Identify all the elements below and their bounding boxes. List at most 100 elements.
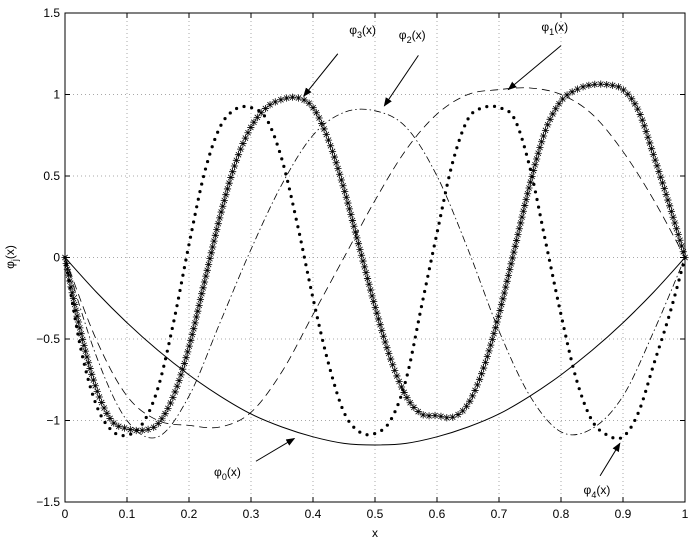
series-phi3-point [211, 231, 219, 239]
series-phi3-point [585, 81, 593, 89]
series-phi3-point [345, 205, 354, 213]
series-phi3-point [512, 236, 521, 245]
annotation-arrow [507, 45, 562, 91]
series-phi3-point [330, 153, 338, 161]
series-phi4-point [429, 259, 433, 263]
series-phi4-point [84, 370, 88, 374]
series-phi3-point [371, 303, 379, 311]
series-phi3-point [191, 319, 199, 327]
series-phi3-point [81, 347, 90, 355]
series-phi3-point [277, 96, 285, 104]
series-phi3-point [651, 156, 659, 164]
series-phi3-point [397, 383, 406, 391]
annotation-label-sub: 4 [591, 490, 596, 500]
series-phi4-point [520, 137, 524, 141]
series-phi3-point [77, 330, 85, 338]
y-tick-label: −0.5 [36, 332, 60, 346]
series-phi4-point [677, 278, 681, 282]
series-phi4-point [524, 152, 529, 156]
series-phi3-point [187, 336, 195, 344]
series-phi4-point [67, 278, 71, 283]
series-phi4-point [512, 116, 516, 120]
series-phi4-point [671, 300, 675, 305]
series-phi4-point [396, 402, 400, 407]
series-phi3-point [342, 193, 350, 201]
annotation-label-suffix: (x) [227, 465, 241, 479]
annotation-label-suffix: (x) [362, 23, 376, 37]
series-phi4-point [153, 394, 157, 398]
series-phi3-point [370, 298, 378, 306]
series-phi4-point [280, 157, 284, 161]
series-phi4-point [304, 263, 308, 267]
series-phi4-point [322, 346, 327, 350]
series-phi3-point [225, 179, 233, 187]
annotation-label-suffix: (x) [596, 483, 610, 497]
series-phi2-line [64, 108, 686, 439]
series-phi4-point [546, 251, 550, 255]
annotation-phi0-label: φ0(x) [214, 437, 296, 482]
annotation-arrow [255, 437, 296, 462]
series-phi3-point [247, 123, 255, 132]
series-phi3-point [192, 313, 201, 321]
series-phi4-point [205, 159, 210, 164]
series-phi3-point [491, 324, 500, 332]
series-phi4-point [573, 372, 577, 376]
series-phi4-point [88, 385, 92, 389]
series-phi4-point [135, 428, 139, 432]
series-phi4-point [195, 205, 199, 209]
series-phi3-point [68, 289, 76, 297]
annotation-label: φ1(x) [541, 20, 568, 37]
series-phi3-point [391, 366, 399, 374]
series-phi4-point [326, 361, 330, 365]
series-phi4-point [219, 123, 223, 127]
series-phi4-point [373, 432, 377, 436]
series-phi3-point [506, 266, 514, 274]
series-phi4-point [440, 206, 444, 210]
series-phi3-point [199, 284, 207, 292]
series-phi4-point [309, 285, 313, 290]
series-phi4-point [549, 266, 553, 270]
series-phi4-point [163, 357, 168, 361]
annotation-label-main: φ [584, 483, 592, 497]
y-tick-label: −1.5 [36, 495, 60, 509]
series-phi3-point [84, 359, 93, 367]
series-phi3-point [480, 364, 488, 372]
series-phi4-point [636, 411, 640, 415]
series-phi3-point [366, 286, 375, 294]
series-phi3-point [344, 199, 352, 207]
series-phi3-point [406, 399, 414, 407]
series-phi3-point [389, 361, 397, 369]
x-tick-label: 0 [62, 507, 69, 521]
series-phi4-point [307, 278, 311, 282]
y-axis-label-main: φ [3, 261, 17, 269]
series-phi3-point [217, 208, 225, 216]
series-phi1-line [64, 87, 686, 429]
series-phi3-point [471, 386, 479, 395]
series-phi3-point [150, 423, 158, 431]
series-phi4-point [321, 338, 325, 343]
series-phi3-point [93, 387, 101, 396]
series-phi3-point [216, 214, 224, 222]
series-phi3-point [624, 90, 632, 98]
series-phi4-point [471, 111, 475, 115]
series-phi3-point [410, 403, 418, 412]
series-phi4-point [522, 145, 526, 149]
series-phi3-point [354, 240, 363, 248]
series-phi4-point [604, 432, 608, 436]
series-phi4-point [650, 367, 654, 371]
series-phi4-point [347, 419, 351, 423]
x-tick-label: 0.2 [181, 507, 198, 521]
series-phi4-point [160, 372, 164, 376]
series-phi3-point [315, 114, 323, 122]
series-phi4-point [74, 324, 79, 328]
series-phi3-point [195, 301, 203, 309]
series-phi4-point [412, 343, 416, 347]
series-phi3-point [241, 134, 249, 142]
series-phi3-point [266, 101, 274, 109]
series-phi3-point [478, 370, 486, 378]
series-phi3-point [368, 292, 376, 300]
x-tick-label: 0.7 [491, 507, 508, 521]
series-phi4-point [575, 379, 579, 383]
series-phi3-point [502, 283, 510, 291]
annotation-phi2-label: φ2(x) [383, 28, 426, 107]
